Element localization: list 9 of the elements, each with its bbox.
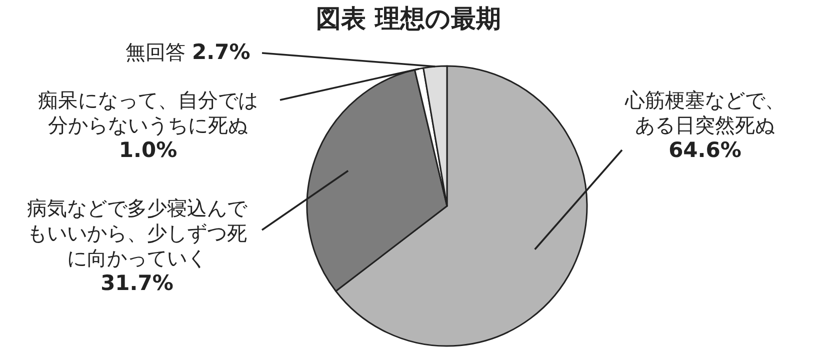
slice-label: 病気などで多少寝込んでもいいから、少しずつ死に向かっていく [27,196,247,270]
data-label: 64.6% [668,138,742,162]
data-label: 31.7% [100,271,174,295]
slice-label: 無回答 [126,40,186,64]
slice-label: 心筋梗塞などで、ある日突然死ぬ [625,88,785,137]
chart-title: 図表 理想の最期 [315,3,502,35]
data-label: 1.0% [118,138,178,162]
data-label: 2.7% [192,40,250,64]
slice-label: 痴呆になって、自分では分からないうちに死ぬ [38,88,258,137]
